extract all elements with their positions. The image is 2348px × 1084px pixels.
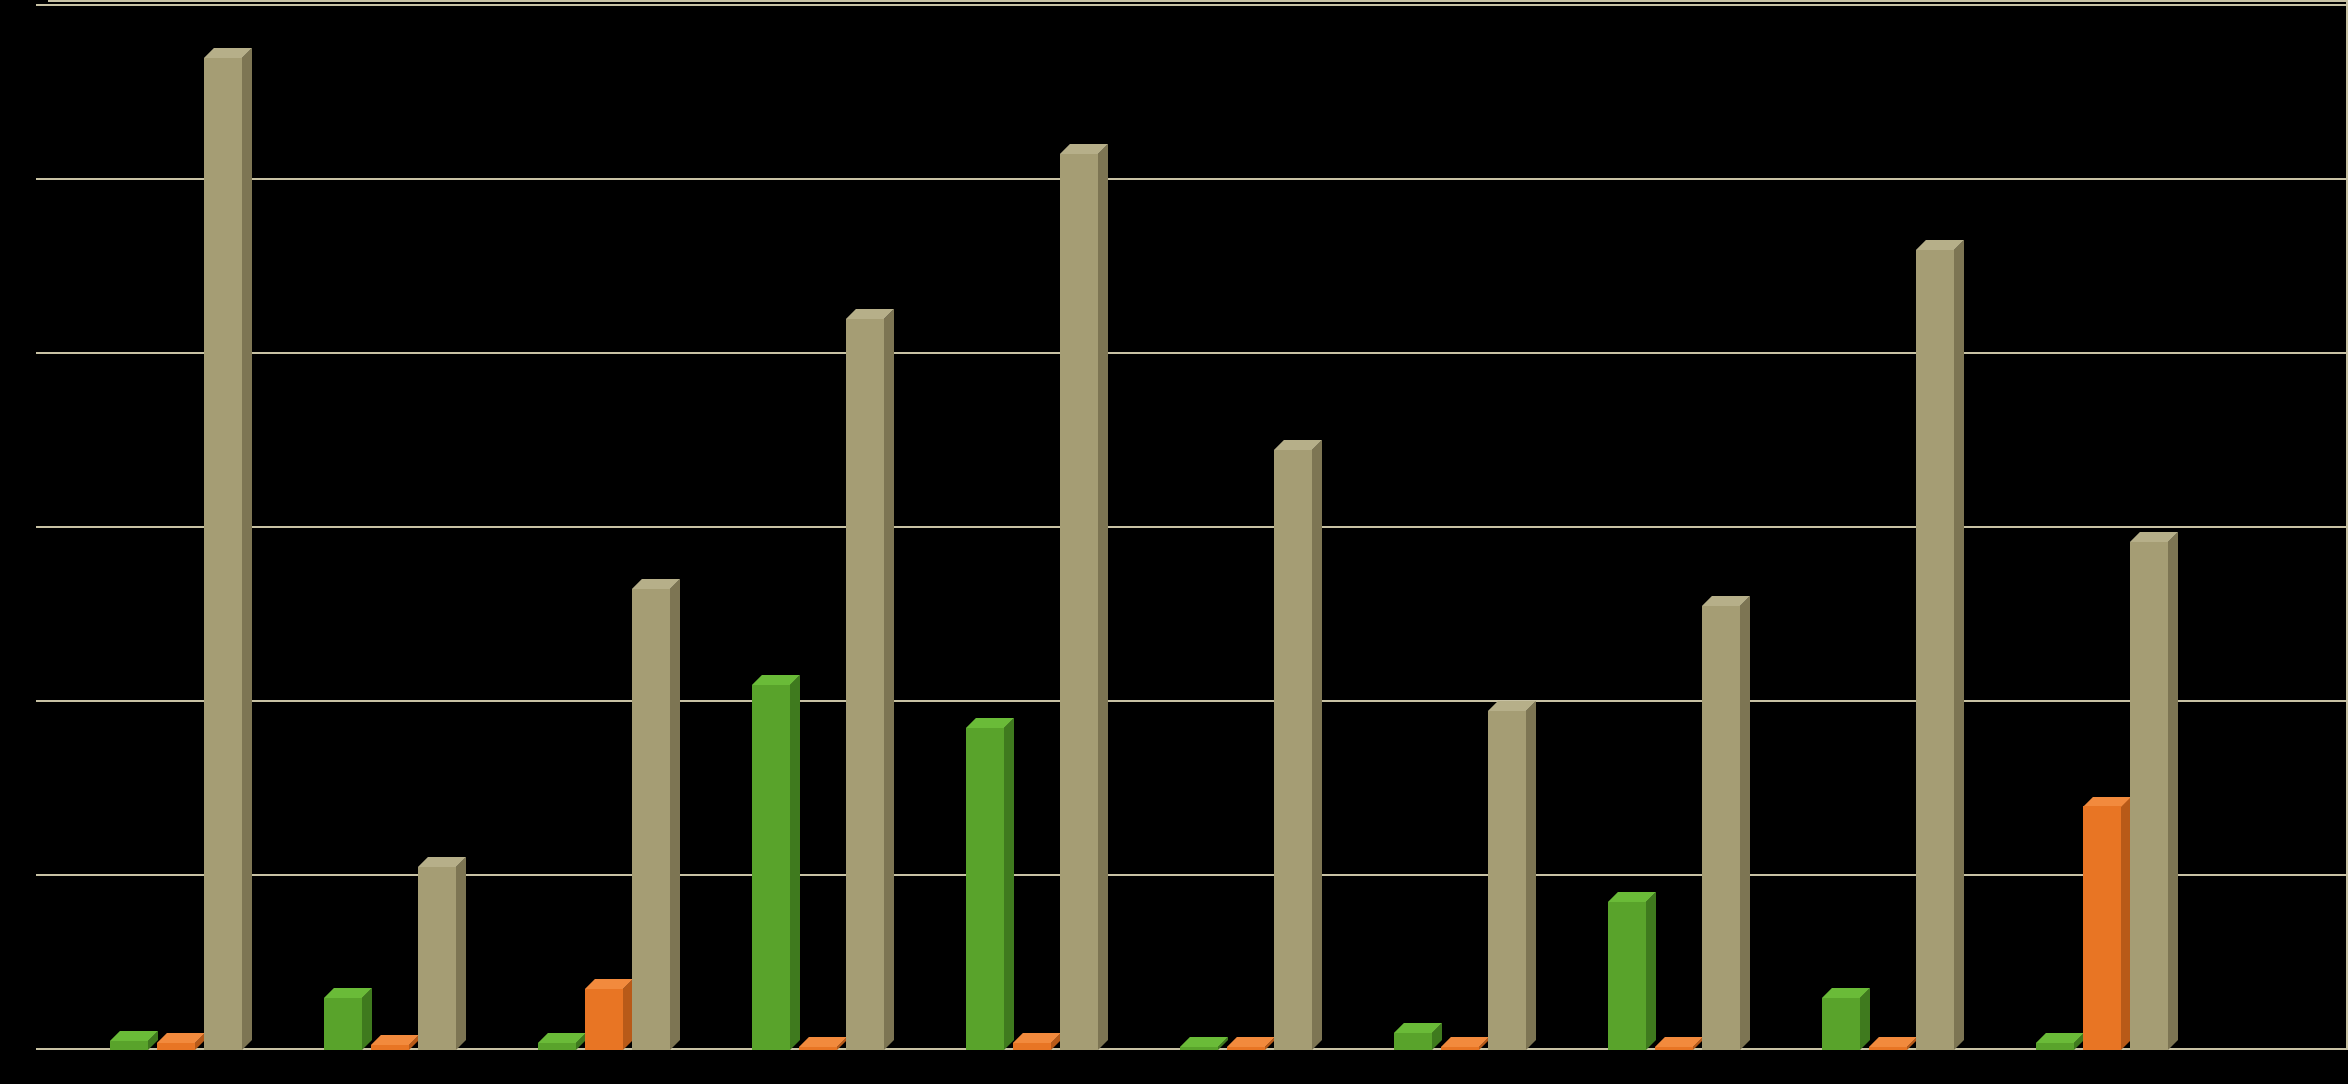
bar-side xyxy=(1312,440,1322,1050)
gridline xyxy=(48,352,2348,354)
bar-front xyxy=(1488,711,1526,1050)
bar-side xyxy=(1860,988,1870,1050)
bar-front xyxy=(799,1047,837,1050)
bar-front xyxy=(1227,1047,1265,1050)
bar xyxy=(2036,1043,2074,1050)
bar xyxy=(846,319,884,1050)
bar-front xyxy=(585,989,623,1050)
bar-front xyxy=(966,728,1004,1050)
bar-front xyxy=(1608,902,1646,1050)
gridline xyxy=(48,700,2348,702)
bar-side xyxy=(670,579,680,1050)
plot-border-top xyxy=(48,0,2348,2)
y-tick xyxy=(36,178,48,180)
bar xyxy=(1013,1043,1051,1050)
gridline xyxy=(48,4,2348,6)
bar xyxy=(1441,1047,1479,1050)
bar xyxy=(632,589,670,1050)
bar-side xyxy=(884,309,894,1050)
y-tick xyxy=(36,1048,48,1050)
bar-side xyxy=(1098,144,1108,1050)
bar-side xyxy=(242,48,252,1050)
bar xyxy=(2083,806,2121,1050)
bar-side xyxy=(1954,240,1964,1050)
bar xyxy=(1822,998,1860,1050)
bar-front xyxy=(846,319,884,1050)
bar-front xyxy=(1822,998,1860,1050)
bar xyxy=(1488,711,1526,1050)
bar xyxy=(1702,606,1740,1050)
bar xyxy=(1655,1047,1693,1050)
bar-front xyxy=(2130,542,2168,1050)
bar xyxy=(1916,250,1954,1050)
bar-side xyxy=(1646,892,1656,1050)
bar xyxy=(1180,1047,1218,1050)
bar-side xyxy=(1526,701,1536,1050)
bar xyxy=(538,1043,576,1050)
bar xyxy=(1274,450,1312,1050)
bar-front xyxy=(1180,1047,1218,1050)
bar xyxy=(2130,542,2168,1050)
bar-front xyxy=(1869,1047,1907,1050)
bar-front xyxy=(1274,450,1312,1050)
bar-side xyxy=(362,988,372,1050)
bar-front xyxy=(371,1045,409,1050)
y-tick xyxy=(36,874,48,876)
bar xyxy=(1394,1033,1432,1050)
bar xyxy=(157,1043,195,1050)
bar-side xyxy=(790,675,800,1050)
bar xyxy=(110,1041,148,1050)
y-tick xyxy=(36,526,48,528)
bar-side xyxy=(2168,532,2178,1050)
bar-front xyxy=(1441,1047,1479,1050)
bar xyxy=(371,1045,409,1050)
bar-front xyxy=(1013,1043,1051,1050)
bar xyxy=(585,989,623,1050)
bar-front xyxy=(1394,1033,1432,1050)
gridline xyxy=(48,178,2348,180)
bar-side xyxy=(456,857,466,1050)
bar-front xyxy=(2036,1043,2074,1050)
bar xyxy=(752,685,790,1050)
bar xyxy=(1060,154,1098,1050)
bar-front xyxy=(110,1041,148,1050)
bar-front xyxy=(752,685,790,1050)
gridline xyxy=(48,526,2348,528)
bar-front xyxy=(1916,250,1954,1050)
bar-front xyxy=(538,1043,576,1050)
gridline xyxy=(48,874,2348,876)
bar-front xyxy=(324,998,362,1050)
y-tick xyxy=(36,352,48,354)
bar-side xyxy=(1740,596,1750,1050)
bar xyxy=(1608,902,1646,1050)
bar xyxy=(204,58,242,1050)
bar-front xyxy=(204,58,242,1050)
bar xyxy=(418,867,456,1050)
plot-area xyxy=(48,0,2348,1080)
bar-front xyxy=(632,589,670,1050)
bar xyxy=(1869,1047,1907,1050)
bar-side xyxy=(1004,718,1014,1050)
bar xyxy=(1227,1047,1265,1050)
bar-front xyxy=(1060,154,1098,1050)
bar-front xyxy=(1655,1047,1693,1050)
y-tick xyxy=(36,4,48,6)
bar-front xyxy=(1702,606,1740,1050)
bar xyxy=(799,1047,837,1050)
bar-front xyxy=(418,867,456,1050)
bar-front xyxy=(2083,806,2121,1050)
bar-chart xyxy=(0,0,2348,1084)
y-tick xyxy=(36,700,48,702)
bar xyxy=(966,728,1004,1050)
bar-front xyxy=(157,1043,195,1050)
bar xyxy=(324,998,362,1050)
